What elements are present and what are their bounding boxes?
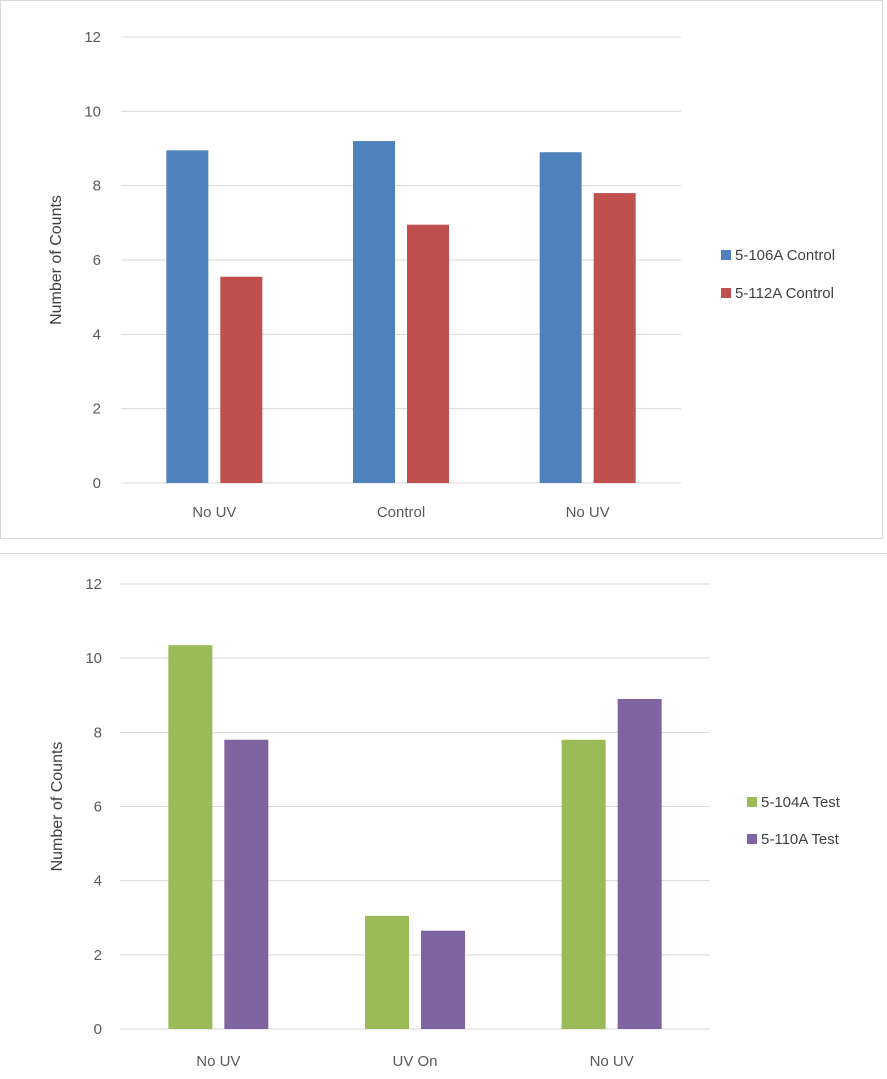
bottom-legend-swatch [747, 797, 757, 807]
bottom-bar-2-2 [421, 930, 465, 1029]
top-bar-2-1 [220, 276, 263, 483]
bottom-bar-2-3 [617, 698, 662, 1029]
top-legend-swatch [721, 250, 731, 260]
bottom-bar-1-3 [561, 739, 606, 1029]
top-y-tick-label: 12 [84, 29, 101, 46]
top-legend-swatch [721, 288, 731, 298]
bottom-legend-entry: 5-104A Test [761, 794, 841, 811]
bottom-y-tick-label: 8 [94, 724, 102, 741]
top-y-tick-label: 0 [93, 475, 101, 492]
top-bar-1-1 [166, 150, 209, 483]
top-bar-2-3 [593, 193, 636, 483]
top-bar-2-2 [407, 224, 449, 484]
bottom-bar-2-1 [224, 739, 269, 1029]
top-x-tick-label: No UV [192, 504, 236, 521]
chart-panel-bottom: 0 2 4 6 8 10 12 Number of Counts No UV UV On No UV… [0, 553, 887, 1078]
bottom-x-tick-label: No UV [196, 1053, 240, 1070]
bar-chart-bottom: 0 2 4 6 8 10 12 Number of Counts No UV UV On No UV… [49, 576, 841, 1070]
top-y-axis-label: Number of Counts [48, 195, 65, 325]
bottom-legend-entry: 5-110A Test [761, 831, 840, 848]
bottom-y-tick-label: 12 [85, 576, 102, 593]
bottom-y-tick-label: 10 [85, 650, 102, 667]
top-bar-1-2 [353, 141, 395, 484]
top-legend-entry: 5-112A Control [735, 285, 834, 302]
bottom-y-tick-label: 0 [94, 1021, 102, 1038]
bottom-y-tick-label: 6 [94, 799, 102, 816]
bottom-x-tick-label: UV On [392, 1053, 437, 1070]
bottom-y-axis-label: Number of Counts [49, 742, 66, 872]
top-bar-1-3 [539, 152, 582, 483]
top-legend-entry: 5-106A Control [735, 247, 835, 264]
chart-panel-top: 0 2 4 6 8 10 12 Number of Counts No UV Control No … [0, 0, 883, 539]
bottom-bar-1-2 [365, 915, 409, 1029]
bottom-legend-swatch [747, 834, 757, 844]
top-y-tick-label: 6 [93, 252, 101, 269]
bottom-y-tick-label: 2 [94, 947, 102, 964]
bottom-bar-1-1 [168, 645, 213, 1029]
top-y-tick-label: 2 [93, 401, 101, 418]
top-y-tick-label: 4 [93, 326, 101, 343]
bottom-y-tick-label: 4 [94, 873, 102, 890]
bottom-x-tick-label: No UV [590, 1053, 634, 1070]
top-y-tick-label: 8 [93, 178, 101, 195]
top-x-tick-label: No UV [566, 504, 610, 521]
top-y-tick-label: 10 [84, 103, 101, 120]
bar-chart-top: 0 2 4 6 8 10 12 Number of Counts No UV Control No … [48, 29, 835, 521]
top-x-tick-label: Control [377, 504, 425, 521]
